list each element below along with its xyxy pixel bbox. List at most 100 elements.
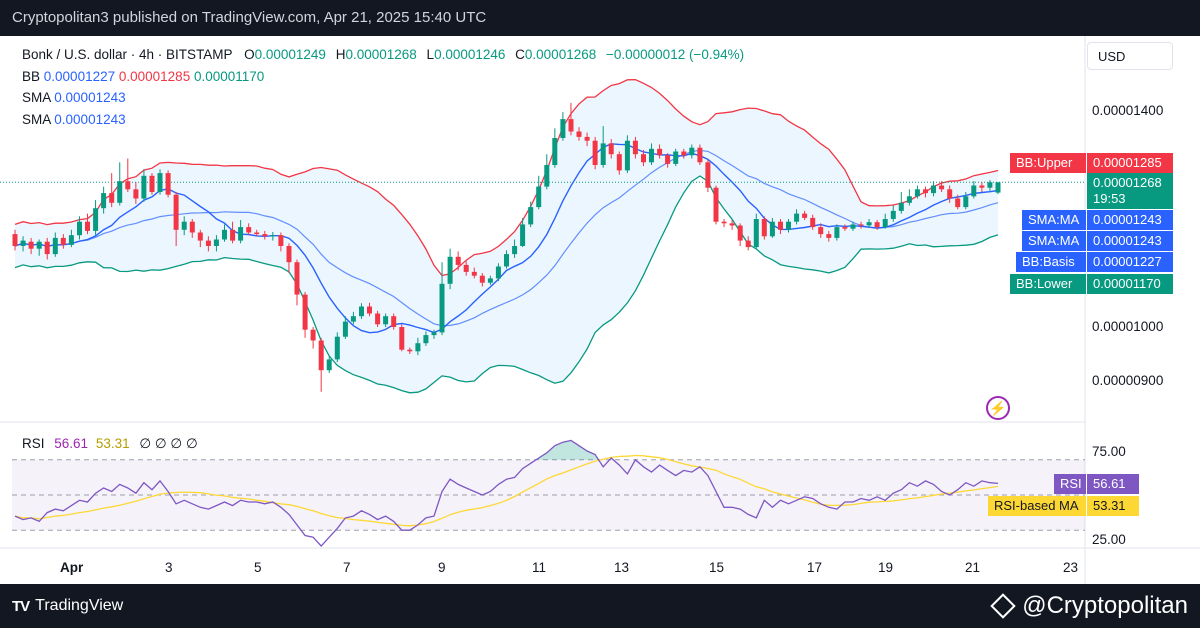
candle-body xyxy=(28,241,34,249)
tag-bb-lower-value: 0.00001170 xyxy=(1087,274,1173,294)
candle-body xyxy=(898,202,904,211)
tag-sma2-name: SMA:MA xyxy=(1022,231,1086,251)
legend-change: −0.00000012 (−0.94%) xyxy=(606,47,745,62)
candle-body xyxy=(552,138,558,165)
candle-body xyxy=(794,213,800,222)
candle-body xyxy=(713,187,719,222)
publisher-line: Cryptopolitan3 published on TradingView.… xyxy=(12,9,487,26)
candle-body xyxy=(157,173,163,192)
publish-header: Cryptopolitan3 published on TradingView.… xyxy=(0,0,1200,36)
candle-body xyxy=(721,221,727,224)
candle-body xyxy=(995,182,1001,193)
candle-body xyxy=(310,329,316,341)
candle-body xyxy=(939,185,945,190)
tag-bb-upper-name: BB:Upper xyxy=(1010,153,1086,173)
legend-close-label: C xyxy=(515,47,525,62)
time-axis-label: 23 xyxy=(1063,560,1079,575)
rsi-legend-value: 56.61 xyxy=(54,436,89,451)
candle-body xyxy=(979,185,985,188)
legend-bb-label: BB xyxy=(22,68,41,84)
price-axis-label: 0.00000900 xyxy=(1092,373,1164,388)
rsi-legend[interactable]: RSI 56.61 53.31 ∅ ∅ ∅ ∅ xyxy=(22,436,198,452)
legend-low-label: L xyxy=(426,47,435,62)
candle-body xyxy=(326,359,332,371)
candle-body xyxy=(12,234,18,246)
candle-body xyxy=(866,222,872,226)
candle-body xyxy=(987,182,993,188)
candle-body xyxy=(657,148,663,156)
candle-body xyxy=(246,227,252,233)
candle-body xyxy=(963,196,969,208)
candle-body xyxy=(359,306,364,317)
candle-body xyxy=(568,119,574,132)
candle-body xyxy=(431,332,437,336)
lightning-icon[interactable]: ⚡ xyxy=(986,396,1010,420)
candle-body xyxy=(544,165,550,187)
tag-bb-basis-name: BB:Basis xyxy=(1016,252,1086,272)
candle-body xyxy=(383,316,389,325)
candle-body xyxy=(560,119,566,138)
candle-body xyxy=(294,262,300,295)
candle-body xyxy=(222,229,227,240)
candle-body xyxy=(971,185,977,197)
candle-body xyxy=(60,237,66,245)
candle-body xyxy=(93,208,99,231)
candle-body xyxy=(737,225,743,241)
legend-high-value: 0.00001268 xyxy=(345,47,417,62)
tag-last-price: 0.00001268 19:53 xyxy=(1087,173,1173,209)
candle-body xyxy=(149,175,155,192)
candle-body xyxy=(407,349,413,352)
tag-rsi-name: RSI xyxy=(1054,474,1086,494)
candle-body xyxy=(681,151,687,156)
candle-body xyxy=(673,151,679,164)
candle-body xyxy=(729,223,735,226)
candle-body xyxy=(931,185,936,194)
candle-body xyxy=(584,136,590,141)
candle-body xyxy=(375,313,381,325)
diamond-icon xyxy=(990,593,1016,619)
legend-symbol[interactable]: Bonk / U.S. dollar · 4h · BITSTAMP xyxy=(22,47,233,62)
candle-body xyxy=(439,283,445,333)
candle-body xyxy=(689,147,695,156)
candle-body xyxy=(213,239,219,246)
tag-sma2-value: 0.00001243 xyxy=(1087,231,1173,251)
candle-body xyxy=(197,232,203,241)
currency-button[interactable]: USD xyxy=(1087,42,1173,70)
candle-body xyxy=(205,240,211,246)
candle-body xyxy=(536,186,542,208)
tag-bb-upper-value: 0.00001285 xyxy=(1087,153,1173,173)
candle-body xyxy=(761,219,767,237)
candle-body xyxy=(44,241,50,255)
candle-body xyxy=(455,256,461,265)
time-axis-label: 7 xyxy=(343,560,351,575)
rsi-legend-extras: ∅ ∅ ∅ ∅ xyxy=(139,436,198,451)
candle-body xyxy=(641,154,646,163)
candle-body xyxy=(600,143,606,165)
legend-sma2-row[interactable]: SMA 0.00001243 xyxy=(22,109,744,131)
candle-body xyxy=(769,221,775,237)
time-axis-label: 9 xyxy=(438,560,446,575)
time-axis-label: 13 xyxy=(614,560,630,575)
price-chart[interactable] xyxy=(0,36,1200,584)
candle-body xyxy=(479,275,485,283)
candle-body xyxy=(818,227,824,235)
candle-body xyxy=(826,234,832,238)
tradingview-logo-text: TradingView xyxy=(35,597,124,614)
candle-body xyxy=(238,227,244,241)
legend-ohlc-row: Bonk / U.S. dollar · 4h · BITSTAMP O0.00… xyxy=(22,44,744,66)
last-price-value: 0.00001268 xyxy=(1093,175,1162,190)
time-axis-label: 15 xyxy=(709,560,725,575)
legend-sma1-row[interactable]: SMA 0.00001243 xyxy=(22,87,744,109)
candle-body xyxy=(101,193,107,209)
candle-body xyxy=(624,140,630,171)
bar-countdown: 19:53 xyxy=(1093,191,1126,206)
candle-body xyxy=(85,221,90,231)
candle-body xyxy=(914,189,920,197)
tag-bb-basis-value: 0.00001227 xyxy=(1087,252,1173,272)
candle-body xyxy=(334,336,340,360)
legend-bb-row[interactable]: BB 0.00001227 0.00001285 0.00001170 xyxy=(22,66,744,88)
time-axis-label: 21 xyxy=(965,560,981,575)
tradingview-logo[interactable]: TV TradingView xyxy=(12,597,123,615)
candle-body xyxy=(318,340,324,371)
rsi-axis-label: 25.00 xyxy=(1092,532,1126,547)
